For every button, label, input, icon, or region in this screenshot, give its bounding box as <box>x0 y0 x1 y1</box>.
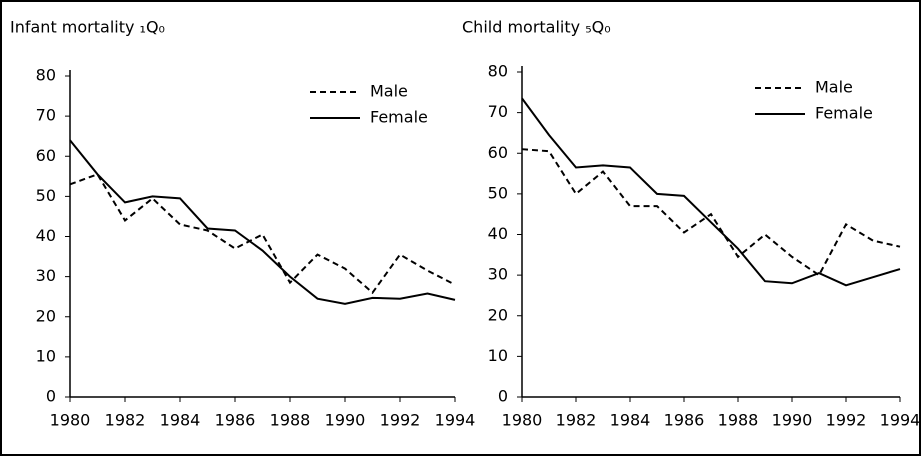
y-tick-label: 50 <box>36 186 56 205</box>
x-tick-label: 1990 <box>325 411 366 430</box>
y-tick-label: 30 <box>36 266 56 285</box>
x-tick-label: 1980 <box>502 411 543 430</box>
x-tick-label: 1990 <box>772 411 813 430</box>
x-tick-label: 1986 <box>215 411 256 430</box>
y-tick-label: 0 <box>46 387 56 406</box>
y-tick-label: 20 <box>488 305 508 324</box>
line-series <box>521 148 901 277</box>
y-tick-label: 0 <box>498 387 508 406</box>
y-tick-label: 50 <box>488 183 508 202</box>
x-tick-label: 1982 <box>105 411 146 430</box>
y-tick-label: 60 <box>488 143 508 162</box>
x-tick-label: 1994 <box>435 411 476 430</box>
y-tick-label: 30 <box>488 265 508 284</box>
x-tick-label: 1992 <box>826 411 867 430</box>
x-tick-label: 1984 <box>610 411 651 430</box>
x-tick-label: 1982 <box>556 411 597 430</box>
y-tick-label: 40 <box>488 224 508 243</box>
y-tick-label: 70 <box>36 106 56 125</box>
line-series <box>521 97 901 287</box>
x-tick-label: 1984 <box>160 411 201 430</box>
x-tick-label: 1988 <box>270 411 311 430</box>
y-tick-label: 80 <box>488 62 508 81</box>
x-tick-label: 1994 <box>880 411 921 430</box>
y-tick-label: 10 <box>488 346 508 365</box>
legend-label: Female <box>815 104 873 123</box>
x-tick-label: 1986 <box>664 411 705 430</box>
line-series <box>69 173 456 295</box>
x-tick-label: 1980 <box>50 411 91 430</box>
y-tick-label: 60 <box>36 146 56 165</box>
y-tick-label: 70 <box>488 102 508 121</box>
legend-label: Male <box>815 78 853 97</box>
chart-title: Infant mortality ₁Q₀ <box>10 18 165 37</box>
x-tick-label: 1988 <box>718 411 759 430</box>
y-tick-label: 20 <box>36 306 56 325</box>
line-series <box>69 139 456 305</box>
legend-label: Female <box>370 108 428 127</box>
legend-label: Male <box>370 82 408 101</box>
chart-title: Child mortality ₅Q₀ <box>462 18 611 37</box>
x-tick-label: 1992 <box>380 411 421 430</box>
y-tick-label: 40 <box>36 226 56 245</box>
y-tick-label: 10 <box>36 346 56 365</box>
y-tick-label: 80 <box>36 66 56 85</box>
